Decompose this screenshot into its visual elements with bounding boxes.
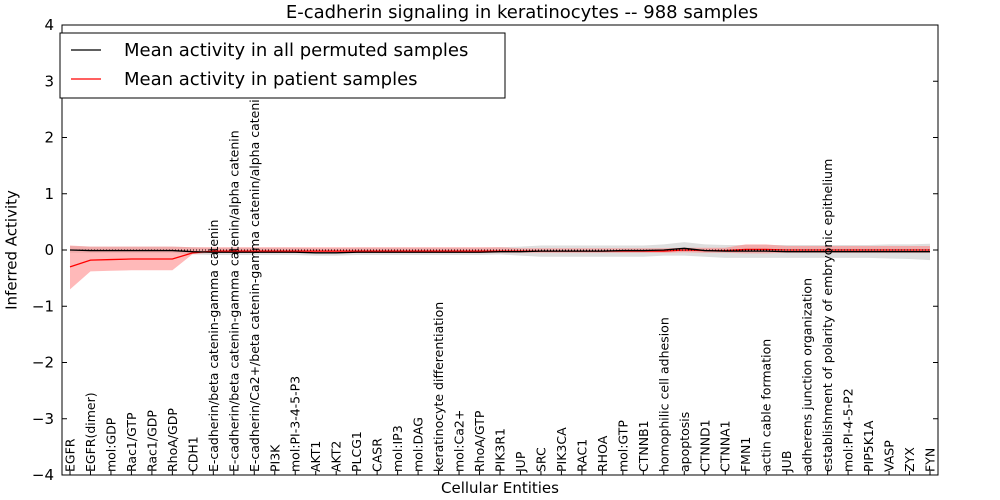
category-label: adherens junction organization [800, 278, 815, 472]
y-tick-label: 1 [44, 185, 54, 203]
y-tick-label: 3 [44, 72, 54, 90]
x-axis-label: Cellular Entities [441, 479, 559, 497]
category-label: SRC [533, 447, 548, 472]
category-label: CTNND1 [697, 419, 712, 472]
category-label: AKT2 [329, 441, 344, 472]
category-label: Rac1/GTP [124, 412, 139, 472]
category-label: keratinocyte differentiation [431, 302, 446, 472]
category-label: FYN [923, 448, 938, 472]
category-label: CTNNA1 [718, 420, 733, 472]
y-tick-label: −4 [32, 466, 54, 484]
category-label: mol:GDP [103, 417, 118, 472]
y-tick-label: −2 [32, 354, 54, 372]
category-label: ZYX [902, 447, 917, 472]
category-label: establishment of polarity of embryonic e… [820, 159, 835, 472]
category-label: RhoA/GDP [165, 408, 180, 472]
category-label: JUB [779, 451, 794, 473]
y-tick-label: −3 [32, 410, 54, 428]
category-label: PIK3CA [554, 427, 569, 472]
band-patient [70, 244, 930, 290]
category-label: homophilic cell adhesion [656, 317, 671, 472]
category-label: JUP [513, 451, 528, 473]
y-tick-label: 4 [44, 16, 54, 34]
category-label: Rac1/GDP [144, 410, 159, 472]
category-label: mol:Ca2+ [452, 410, 467, 472]
legend-label-patient: Mean activity in patient samples [124, 69, 418, 90]
category-label: PIK3R1 [493, 428, 508, 472]
category-label: RhoA/GTP [472, 410, 487, 472]
category-label: apoptosis [677, 412, 692, 472]
category-label: VASP [882, 440, 897, 472]
category-label: PIP5K1A [861, 420, 876, 472]
category-label: CTNNB1 [636, 420, 651, 472]
category-label: mol:PI-4-5-P2 [841, 388, 856, 472]
legend-label-permuted: Mean activity in all permuted samples [124, 40, 468, 61]
category-label: CDH1 [185, 436, 200, 472]
category-label: RAC1 [574, 439, 589, 472]
category-labels: EGFR EGFR(dimer) mol:GDP Rac1/GTP Rac1/GDP Rh… [63, 91, 938, 475]
category-label: PI3K [267, 444, 282, 472]
category-label: EGFR(dimer) [83, 392, 98, 472]
category-label: mol:GTP [615, 420, 630, 472]
category-label: FMN1 [738, 437, 753, 472]
legend: Mean activity in all permuted samples Me… [59, 32, 506, 99]
category-label: RHOA [595, 435, 610, 472]
category-label: mol:DAG [411, 417, 426, 472]
series-lines [69, 247, 930, 268]
category-label: CASR [370, 438, 385, 472]
category-label: AKT1 [308, 441, 323, 472]
category-label: E-cadherin/beta catenin-gamma catenin [206, 220, 221, 472]
chart-title: E-cadherin signaling in keratinocytes --… [286, 2, 758, 23]
y-axis-label: Inferred Activity [3, 190, 21, 310]
y-tick-label: 2 [44, 129, 54, 147]
series-line-permuted [69, 247, 930, 254]
legend-box [59, 32, 506, 99]
y-axis-ticks: 4 3 2 1 0 −1 −2 −3 −4 [32, 16, 938, 484]
category-label: mol:PI-3-4-5-P3 [288, 376, 303, 472]
category-label: E-cadherin/Ca2+/beta catenin-gamma caten… [247, 91, 262, 472]
y-tick-label: −1 [32, 297, 54, 315]
y-tick-label: 0 [44, 241, 54, 259]
category-label: EGFR [63, 438, 78, 472]
category-label: PLCG1 [349, 431, 364, 472]
category-label: E-cadherin/beta catenin-gamma catenin/al… [226, 130, 241, 472]
category-label: mol:IP3 [390, 425, 405, 472]
category-label: actin cable formation [759, 339, 774, 472]
